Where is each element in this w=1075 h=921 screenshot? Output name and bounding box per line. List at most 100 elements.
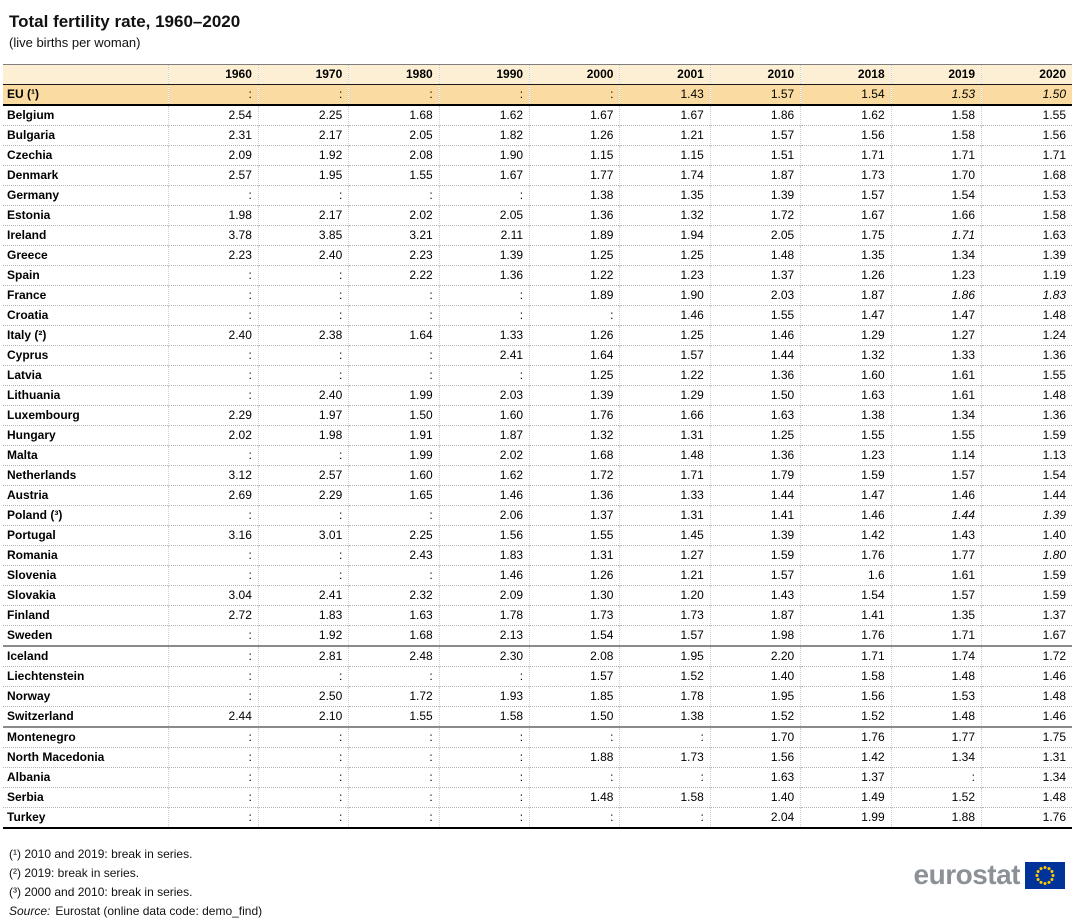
table-row: Liechtenstein::::1.57 1.52 1.40 1.58 1.48 1.4… [3, 666, 1072, 687]
value-cell: 2.38 [258, 325, 350, 346]
value-cell: 1.39 [981, 505, 1072, 526]
value-cell: : [168, 505, 259, 526]
table-row: Spain::2.22 1.36 1.22 1.23 1.37 1.26 1.23 1.19 [3, 265, 1072, 286]
value-cell: 1.48 [619, 445, 711, 466]
value-cell: 1.71 [891, 145, 983, 166]
value-cell: : [529, 807, 621, 828]
value-cell: 2.11 [439, 225, 531, 246]
table-row: Switzerland 2.44 2.10 1.55 1.58 1.50 1.38 1.52 1… [3, 706, 1072, 728]
country-label: Greece [3, 245, 169, 266]
value-cell: 1.37 [981, 605, 1072, 626]
country-label: Estonia [3, 205, 169, 226]
value-cell: 1.38 [529, 185, 621, 206]
table-row: Iceland:2.81 2.48 2.30 2.08 1.95 2.20 1.71 1.74… [3, 645, 1072, 667]
value-cell: 2.57 [258, 465, 350, 486]
value-cell: : [619, 726, 711, 748]
value-cell: 1.54 [981, 465, 1072, 486]
value-cell: 3.16 [168, 525, 259, 546]
value-cell: 1.59 [981, 565, 1072, 586]
value-cell: 1.89 [529, 285, 621, 306]
table-row: Slovakia 3.04 2.41 2.32 2.09 1.30 1.20 1.43 1.54… [3, 585, 1072, 606]
value-cell: 3.01 [258, 525, 350, 546]
value-cell: : [348, 505, 440, 526]
value-cell: 1.26 [529, 325, 621, 346]
value-cell: 1.71 [891, 625, 983, 647]
value-cell: 1.21 [619, 565, 711, 586]
value-cell: 2.48 [348, 645, 440, 667]
value-cell: 1.67 [529, 104, 621, 126]
value-cell: 1.62 [800, 104, 892, 126]
value-cell: 3.78 [168, 225, 259, 246]
value-cell: 2.23 [168, 245, 259, 266]
table-row: Finland 2.72 1.83 1.63 1.78 1.73 1.73 1.87 1.41 1… [3, 605, 1072, 626]
table-body: EU (¹):::::1.43 1.57 1.54 1.53 1.50 Belgium 2.… [3, 84, 1072, 828]
value-cell: 2.32 [348, 585, 440, 606]
table-row: Denmark 2.57 1.95 1.55 1.67 1.77 1.74 1.87 1.73 1… [3, 165, 1072, 186]
value-cell: 1.63 [800, 385, 892, 406]
value-cell: 1.22 [619, 365, 711, 386]
table-row: Luxembourg 2.29 1.97 1.50 1.60 1.76 1.66 1.63 1.… [3, 405, 1072, 426]
value-cell: 2.05 [348, 125, 440, 146]
value-cell: 1.35 [891, 605, 983, 626]
value-cell: 1.46 [710, 325, 802, 346]
value-cell: 1.39 [529, 385, 621, 406]
value-cell: 1.61 [891, 365, 983, 386]
value-cell: 1.56 [800, 686, 892, 707]
value-cell: 1.58 [619, 787, 711, 808]
value-cell: 2.13 [439, 625, 531, 647]
value-cell: 1.31 [981, 747, 1072, 768]
value-cell: 1.87 [710, 605, 802, 626]
value-cell: : [348, 185, 440, 206]
value-cell: 1.72 [348, 686, 440, 707]
value-cell: 2.81 [258, 645, 350, 667]
table-row: EU (¹):::::1.43 1.57 1.54 1.53 1.50 [3, 84, 1072, 106]
value-cell: 1.22 [529, 265, 621, 286]
value-cell: 1.75 [981, 726, 1072, 748]
value-cell: : [439, 185, 531, 206]
table-row: Poland (³):::2.06 1.37 1.31 1.41 1.46 1.44 1.3… [3, 505, 1072, 526]
value-cell: 2.25 [258, 104, 350, 126]
value-cell: : [348, 726, 440, 748]
value-cell: 1.50 [529, 706, 621, 728]
value-cell: 1.73 [619, 605, 711, 626]
value-cell: 1.49 [800, 787, 892, 808]
country-label: Latvia [3, 365, 169, 386]
country-label: EU (¹) [3, 84, 169, 106]
country-label: Finland [3, 605, 169, 626]
value-cell: 1.34 [981, 767, 1072, 788]
value-cell: 1.48 [981, 787, 1072, 808]
value-cell: 1.36 [439, 265, 531, 286]
value-cell: 1.23 [619, 265, 711, 286]
country-label: Norway [3, 686, 169, 707]
value-cell: 2.29 [258, 485, 350, 506]
value-cell: 1.57 [891, 585, 983, 606]
country-label: Liechtenstein [3, 666, 169, 687]
value-cell: : [348, 345, 440, 366]
value-cell: 1.97 [258, 405, 350, 426]
value-cell: 1.60 [348, 465, 440, 486]
value-cell: 1.57 [710, 125, 802, 146]
page-subtitle: (live births per woman) [9, 35, 141, 50]
value-cell: 1.57 [710, 565, 802, 586]
value-cell: 1.77 [891, 726, 983, 748]
value-cell: 1.71 [800, 645, 892, 667]
value-cell: 1.37 [800, 767, 892, 788]
value-cell: 1.31 [619, 425, 711, 446]
value-cell: 1.31 [529, 545, 621, 566]
value-cell: 1.62 [439, 465, 531, 486]
table-row: Latvia::::1.25 1.22 1.36 1.60 1.61 1.55 [3, 365, 1072, 386]
value-cell: 1.90 [439, 145, 531, 166]
value-cell: 1.77 [891, 545, 983, 566]
country-label: Serbia [3, 787, 169, 808]
value-cell: 1.26 [529, 565, 621, 586]
value-cell: 1.42 [800, 747, 892, 768]
country-label: Lithuania [3, 385, 169, 406]
value-cell: 2.40 [258, 385, 350, 406]
value-cell: 3.12 [168, 465, 259, 486]
country-label: Spain [3, 265, 169, 286]
value-cell: : [258, 545, 350, 566]
value-cell: 1.76 [800, 625, 892, 647]
value-cell: 1.41 [710, 505, 802, 526]
value-cell: : [258, 84, 350, 106]
value-cell: 1.39 [710, 185, 802, 206]
